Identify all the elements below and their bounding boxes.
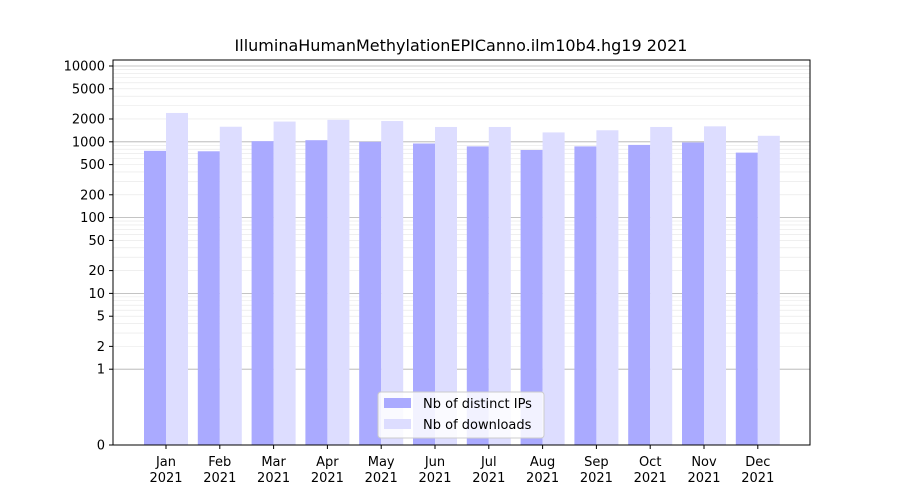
x-tick-label-year: 2021: [418, 471, 451, 486]
bar-distinct-ips: [628, 144, 651, 445]
bar-downloads: [219, 126, 242, 445]
y-tick-label: 5: [97, 310, 105, 325]
plot-frame: [112, 59, 811, 446]
x-tick-label-month: Jan: [155, 455, 176, 470]
legend-label-downloads: Nb of downloads: [423, 418, 532, 433]
x-tick-label-month: May: [368, 455, 395, 470]
bar-downloads: [704, 126, 726, 445]
y-tick-label: 1000: [72, 135, 105, 150]
y-tick-label: 200: [80, 188, 105, 203]
x-tick-label-year: 2021: [257, 471, 290, 486]
bar-downloads: [166, 112, 188, 445]
bar-distinct-ips: [144, 150, 166, 445]
legend-swatch-downloads: [384, 419, 411, 429]
legend-box: [377, 391, 545, 439]
x-tick-label-month: Mar: [261, 455, 286, 470]
y-tick-label: 0: [97, 439, 105, 454]
y-tick-label: 2: [97, 340, 105, 355]
y-tick-label: 100: [80, 211, 105, 226]
bar-distinct-ips: [466, 146, 489, 446]
bar-distinct-ips: [251, 141, 274, 445]
x-axis: Jan2021Feb2021Mar2021Apr2021May2021Jun20…: [149, 445, 774, 486]
x-tick-label-year: 2021: [526, 471, 559, 486]
y-tick-label: 1: [97, 363, 105, 378]
x-tick-label-month: Dec: [745, 455, 770, 470]
bar-downloads: [650, 126, 673, 446]
x-tick-label-year: 2021: [687, 471, 720, 486]
y-axis: 0 1 2 5 10 20 50 100 200 500 1000 2000 5000 10000: [64, 60, 113, 454]
x-tick-label-year: 2021: [580, 471, 613, 486]
legend-swatch-distinct-ips: [384, 398, 411, 408]
bar-downloads: [327, 119, 350, 445]
bar-distinct-ips: [574, 146, 597, 446]
bar-distinct-ips: [359, 141, 382, 446]
bar-downloads: [542, 132, 565, 445]
y-tick-label: 2000: [72, 112, 105, 127]
bar-distinct-ips: [197, 151, 220, 445]
legend: Nb of distinct IPs Nb of downloads: [377, 391, 545, 439]
bar-downloads: [273, 121, 296, 445]
x-tick-label-month: Feb: [208, 455, 231, 470]
bar-downloads: [596, 130, 619, 446]
y-tick-label: 5000: [72, 82, 105, 97]
y-tick-label: 500: [80, 158, 105, 173]
x-tick-label-year: 2021: [365, 471, 398, 486]
bar-distinct-ips: [735, 152, 758, 445]
bar-downloads: [381, 121, 404, 445]
y-tick-label: 20: [88, 264, 105, 279]
x-tick-label-month: Jun: [424, 455, 445, 470]
bar-distinct-ips: [520, 149, 543, 445]
bar-distinct-ips: [682, 142, 704, 445]
x-tick-label-month: Aug: [530, 455, 555, 470]
y-tick-label: 10000: [64, 60, 105, 75]
x-tick-label-year: 2021: [741, 471, 774, 486]
x-tick-label-month: Oct: [639, 455, 661, 470]
x-tick-label-year: 2021: [472, 471, 505, 486]
chart-title: IlluminaHumanMethylationEPICanno.ilm10b4…: [235, 36, 688, 55]
x-tick-label-year: 2021: [149, 471, 182, 486]
x-tick-label-year: 2021: [634, 471, 667, 486]
bar-downloads: [757, 135, 780, 445]
bar-downloads: [435, 126, 457, 446]
y-tick-label: 10: [88, 287, 105, 302]
bar-distinct-ips: [305, 140, 328, 446]
bar-downloads: [488, 126, 511, 446]
bar-distinct-ips: [413, 143, 435, 446]
x-tick-label-year: 2021: [203, 471, 236, 486]
bars: [144, 112, 780, 446]
x-tick-label-month: Jul: [480, 455, 497, 470]
y-tick-label: 50: [88, 234, 105, 249]
legend-label-distinct-ips: Nb of distinct IPs: [423, 397, 532, 412]
x-tick-label-month: Apr: [316, 455, 339, 470]
x-tick-label-month: Nov: [691, 455, 717, 470]
x-tick-label-year: 2021: [311, 471, 344, 486]
x-tick-label-month: Sep: [584, 455, 609, 470]
